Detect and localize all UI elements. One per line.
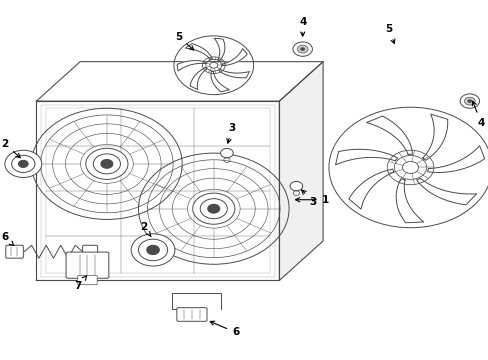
Circle shape bbox=[19, 160, 28, 167]
Polygon shape bbox=[279, 62, 323, 280]
Polygon shape bbox=[222, 49, 247, 66]
Circle shape bbox=[200, 199, 227, 219]
FancyBboxPatch shape bbox=[177, 308, 206, 321]
Text: 3: 3 bbox=[226, 123, 235, 143]
FancyBboxPatch shape bbox=[66, 252, 109, 278]
Polygon shape bbox=[348, 169, 393, 209]
Circle shape bbox=[85, 148, 128, 179]
Text: 4: 4 bbox=[298, 17, 306, 36]
Polygon shape bbox=[37, 62, 323, 101]
Polygon shape bbox=[416, 179, 476, 205]
Polygon shape bbox=[185, 44, 212, 59]
Text: 5: 5 bbox=[384, 24, 394, 44]
Circle shape bbox=[5, 150, 41, 177]
Circle shape bbox=[93, 154, 120, 174]
Text: 5: 5 bbox=[174, 32, 193, 50]
Polygon shape bbox=[218, 69, 249, 78]
Polygon shape bbox=[210, 71, 229, 92]
Circle shape bbox=[192, 193, 234, 224]
Polygon shape bbox=[335, 149, 397, 165]
Circle shape bbox=[138, 239, 167, 261]
Polygon shape bbox=[427, 146, 484, 172]
Text: 6: 6 bbox=[1, 232, 14, 246]
Circle shape bbox=[131, 234, 175, 266]
Polygon shape bbox=[214, 38, 224, 60]
Text: 6: 6 bbox=[210, 321, 239, 337]
Text: 7: 7 bbox=[74, 276, 86, 291]
Circle shape bbox=[467, 99, 471, 103]
Text: 2: 2 bbox=[1, 139, 20, 158]
Circle shape bbox=[297, 45, 307, 53]
Polygon shape bbox=[422, 114, 447, 160]
Circle shape bbox=[101, 159, 113, 168]
Text: 1: 1 bbox=[295, 195, 328, 205]
Circle shape bbox=[402, 162, 418, 174]
Circle shape bbox=[292, 42, 312, 56]
Polygon shape bbox=[190, 68, 206, 90]
Polygon shape bbox=[177, 60, 206, 71]
FancyBboxPatch shape bbox=[6, 245, 23, 258]
Circle shape bbox=[146, 245, 159, 255]
Circle shape bbox=[300, 48, 304, 51]
Polygon shape bbox=[395, 179, 423, 223]
Text: 4: 4 bbox=[471, 101, 484, 128]
Polygon shape bbox=[366, 116, 412, 154]
Circle shape bbox=[209, 62, 217, 68]
Text: 2: 2 bbox=[140, 222, 151, 237]
Circle shape bbox=[289, 181, 302, 191]
Circle shape bbox=[220, 148, 233, 158]
FancyBboxPatch shape bbox=[82, 245, 98, 258]
Text: 3: 3 bbox=[301, 190, 316, 207]
Circle shape bbox=[207, 204, 220, 213]
Circle shape bbox=[464, 97, 474, 105]
FancyBboxPatch shape bbox=[78, 275, 97, 285]
Circle shape bbox=[459, 94, 479, 108]
Circle shape bbox=[12, 155, 35, 172]
